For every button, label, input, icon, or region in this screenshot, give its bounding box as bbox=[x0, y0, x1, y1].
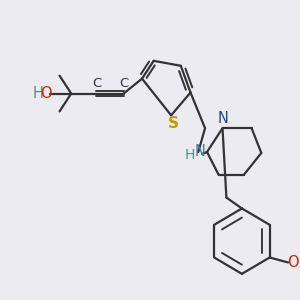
Text: S: S bbox=[168, 116, 178, 131]
Text: C: C bbox=[92, 77, 101, 90]
Text: O: O bbox=[40, 86, 52, 101]
Text: N: N bbox=[218, 111, 229, 126]
Text: H: H bbox=[33, 86, 44, 101]
Text: N: N bbox=[195, 145, 206, 160]
Text: H: H bbox=[184, 148, 195, 162]
Text: C: C bbox=[119, 77, 128, 90]
Text: O: O bbox=[287, 255, 299, 270]
